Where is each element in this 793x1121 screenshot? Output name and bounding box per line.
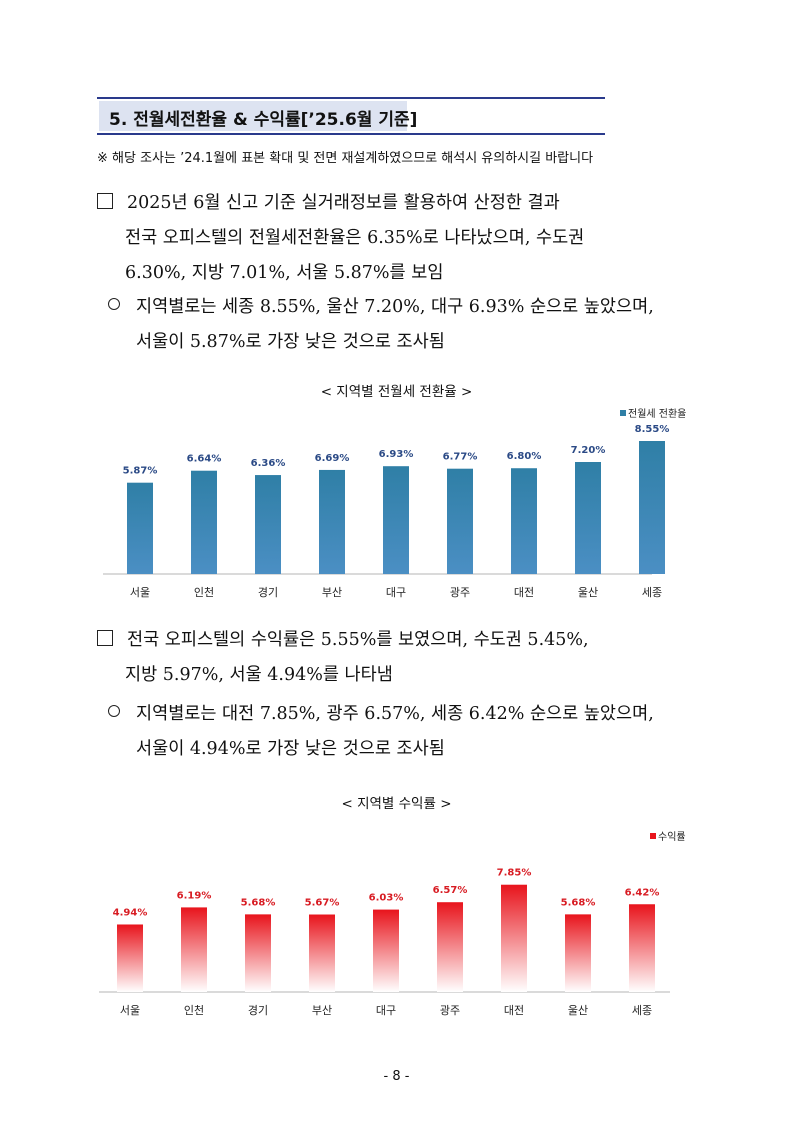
legend-swatch [650,833,656,839]
data-label: 6.03% [369,893,404,904]
paragraph-line: 전국 오피스텔의 전월세전환율은 6.35%로 나타났으며, 수도권 [125,228,585,248]
paragraph-line: 지역별로는 대전 7.85%, 광주 6.57%, 세종 6.42% 순으로 높… [108,697,701,732]
text: 지역별로는 대전 7.85%, 광주 6.57%, 세종 6.42% 순으로 높… [136,704,654,724]
tick-label: 서울 [130,586,150,599]
chart-title: < 지역별 전월세 전환율 > [320,384,473,400]
tick-label: 울산 [568,1004,588,1017]
yield-chart: 수익률 4.94% 서울 6.19% 인천 5.68% 경기 5.67% 부산 6.03% 대구 6.… [99,831,686,1017]
data-label: 5.68% [241,897,276,908]
bar [191,470,217,574]
bar [117,924,143,992]
bar [629,904,655,992]
data-label: 6.57% [433,885,468,896]
tick-label: 경기 [258,586,278,599]
tick-label: 대전 [514,586,534,599]
data-label: 6.80% [507,451,542,462]
tick-label: 서울 [120,1004,140,1017]
data-label: 6.42% [625,887,660,898]
tick-label: 대구 [376,1004,396,1017]
bar [383,466,409,574]
data-label: 6.93% [379,449,414,460]
bar [245,914,271,992]
paragraph-line: 6.30%, 지방 7.01%, 서울 5.87%를 보임 [125,263,444,283]
circle-bullet-icon [108,298,120,310]
data-label: 8.55% [635,424,670,435]
legend-label: 수익률 [658,831,686,843]
bar [319,469,345,574]
legend-swatch [620,410,626,416]
data-label: 4.94% [113,907,148,918]
bar [575,462,601,574]
tick-label: 세종 [632,1004,652,1017]
text: 지역별로는 세종 8.55%, 울산 7.20%, 대구 6.93% 순으로 높… [136,297,654,317]
chart-title: < 지역별 수익률 > [341,796,452,812]
checkbox-bullet-icon [97,630,113,646]
data-label: 5.68% [561,897,596,908]
legend-label: 전월세 전환율 [628,408,686,420]
tick-label: 울산 [578,586,598,599]
data-label: 6.64% [187,454,222,465]
tick-label: 부산 [322,586,342,599]
section-title: 5. 전월세전환율 & 수익률[’25.6월 기준] [109,110,418,130]
survey-note: ※ 해당 조사는 ’24.1월에 표본 확대 및 전면 재설계하였으므로 해석시… [97,151,594,166]
tick-label: 경기 [248,1004,268,1017]
legend: 수익률 [650,831,686,843]
page-number: - 8 - [383,1069,410,1084]
bar [447,468,473,574]
paragraph-yield: 전국 오피스텔의 수익률은 5.55%를 보였으며, 수도권 5.45%, 지방… [97,623,701,693]
data-label: 5.87% [123,466,158,477]
data-label: 5.67% [305,898,340,909]
paragraph-line: 지역별로는 세종 8.55%, 울산 7.20%, 대구 6.93% 순으로 높… [108,290,701,325]
section-heading: 5. 전월세전환율 & 수익률[’25.6월 기준] [97,97,605,135]
tick-label: 인천 [184,1003,204,1017]
text: 2025년 6월 신고 기준 실거래정보를 활용하여 산정한 결과 [127,193,560,213]
circle-bullet-icon [108,705,120,717]
data-label: 6.36% [251,458,286,469]
paragraph-line: 서울이 5.87%로 가장 낮은 것으로 조사됨 [136,332,445,352]
paragraph-line: 2025년 6월 신고 기준 실거래정보를 활용하여 산정한 결과 [97,186,701,221]
bar [181,907,207,992]
bar [373,909,399,992]
tick-label: 세종 [642,586,662,599]
paragraph-conversion-rate: 2025년 6월 신고 기준 실거래정보를 활용하여 산정한 결과 전국 오피스… [97,186,701,291]
text: 전국 오피스텔의 수익률은 5.55%를 보였으며, 수도권 5.45%, [127,630,589,650]
paragraph-yield-regions: 지역별로는 대전 7.85%, 광주 6.57%, 세종 6.42% 순으로 높… [108,697,701,767]
bar [127,482,153,574]
tick-label: 대전 [504,1004,524,1017]
paragraph-line: 전국 오피스텔의 수익률은 5.55%를 보였으며, 수도권 5.45%, [97,623,701,658]
data-label: 6.19% [177,890,212,901]
data-label: 6.69% [315,453,350,464]
tick-label: 부산 [312,1004,332,1017]
legend: 전월세 전환율 [620,408,686,420]
checkbox-bullet-icon [97,193,113,209]
tick-label: 광주 [440,1004,460,1017]
bar [309,914,335,992]
data-label: 7.85% [497,868,532,879]
bar [501,884,527,992]
conversion-rate-chart: 전월세 전환율 5.87% 서울 6.64% 인천 6.36% 경기 6.69% 부산 6.93%… [103,408,686,599]
bar [255,475,281,574]
paragraph-conversion-regions: 지역별로는 세종 8.55%, 울산 7.20%, 대구 6.93% 순으로 높… [108,290,701,360]
tick-label: 대구 [386,586,406,599]
heading-highlight [99,101,407,131]
bar [639,441,665,574]
tick-label: 인천 [194,585,214,599]
tick-label: 광주 [450,586,470,599]
paragraph-line: 서울이 4.94%로 가장 낮은 것으로 조사됨 [136,739,445,759]
data-label: 6.77% [443,452,478,463]
paragraph-line: 지방 5.97%, 서울 4.94%를 나타냄 [125,665,393,685]
bar [437,902,463,992]
bar [511,468,537,574]
data-label: 7.20% [571,445,606,456]
bar [565,914,591,992]
